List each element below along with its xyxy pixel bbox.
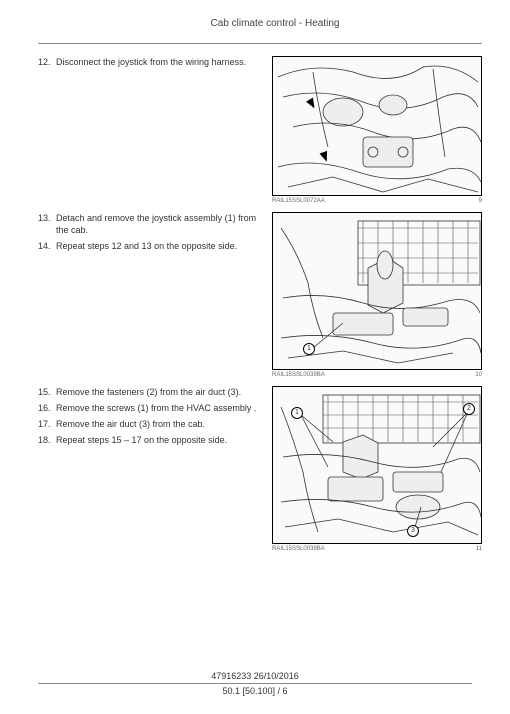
step-16: 16. Remove the screws (1) from the HVAC …: [38, 402, 262, 414]
footer-meta: 47916233 26/10/2016: [0, 671, 510, 681]
page-header: Cab climate control - Heating: [38, 18, 482, 29]
figure-block-1: RAIL15SSL0072AA 9: [272, 56, 482, 204]
figure-10: 1: [272, 212, 482, 370]
callout-1: 1: [303, 343, 315, 355]
page-footer: 47916233 26/10/2016 50.1 [50.100] / 6: [0, 671, 510, 696]
callout-2: 2: [463, 403, 475, 415]
step-text: Remove the air duct (3) from the cab.: [56, 418, 262, 430]
step-text: Detach and remove the joystick assembly …: [56, 212, 262, 236]
step-17: 17. Remove the air duct (3) from the cab…: [38, 418, 262, 430]
figure-block-3: 1 2 3 RAIL15SSL0039BA 11: [272, 386, 482, 552]
text-block-2: 13. Detach and remove the joystick assem…: [38, 212, 272, 256]
section-2: 13. Detach and remove the joystick assem…: [38, 212, 482, 378]
figure-num: 9: [479, 198, 482, 204]
figure-caption: RAIL15SSL0039BA 10: [272, 372, 482, 378]
step-14: 14. Repeat steps 12 and 13 on the opposi…: [38, 240, 262, 252]
step-text: Remove the screws (1) from the HVAC asse…: [56, 402, 262, 414]
figure-block-2: 1 RAIL15SSL0039BA 10: [272, 212, 482, 378]
text-block-1: 12. Disconnect the joystick from the wir…: [38, 56, 272, 72]
step-num: 17.: [38, 418, 56, 430]
step-18: 18. Repeat steps 15 – 17 on the opposite…: [38, 434, 262, 446]
footer-page: 50.1 [50.100] / 6: [0, 686, 510, 696]
text-block-3: 15. Remove the fasteners (2) from the ai…: [38, 386, 272, 451]
step-15: 15. Remove the fasteners (2) from the ai…: [38, 386, 262, 398]
figure-code: RAIL15SSL0039BA: [272, 546, 325, 552]
figure-code: RAIL15SSL0039BA: [272, 372, 325, 378]
figure-caption: RAIL15SSL0072AA 9: [272, 198, 482, 204]
step-num: 13.: [38, 212, 56, 236]
callout-3: 3: [407, 525, 419, 537]
section-1: 12. Disconnect the joystick from the wir…: [38, 56, 482, 204]
step-num: 14.: [38, 240, 56, 252]
step-num: 18.: [38, 434, 56, 446]
figure-11: 1 2 3: [272, 386, 482, 544]
footer-divider: [38, 683, 472, 684]
figure-9: [272, 56, 482, 196]
step-text: Repeat steps 12 and 13 on the opposite s…: [56, 240, 262, 252]
step-num: 15.: [38, 386, 56, 398]
figure-num: 10: [475, 372, 482, 378]
step-text: Repeat steps 15 – 17 on the opposite sid…: [56, 434, 262, 446]
step-13: 13. Detach and remove the joystick assem…: [38, 212, 262, 236]
figure-num: 11: [476, 546, 482, 552]
step-num: 16.: [38, 402, 56, 414]
step-12: 12. Disconnect the joystick from the wir…: [38, 56, 262, 68]
step-text: Disconnect the joystick from the wiring …: [56, 56, 262, 68]
header-divider: [38, 43, 482, 44]
figure-caption: RAIL15SSL0039BA 11: [272, 546, 482, 552]
callout-1: 1: [291, 407, 303, 419]
figure-code: RAIL15SSL0072AA: [272, 198, 325, 204]
step-num: 12.: [38, 56, 56, 68]
section-3: 15. Remove the fasteners (2) from the ai…: [38, 386, 482, 552]
step-text: Remove the fasteners (2) from the air du…: [56, 386, 262, 398]
